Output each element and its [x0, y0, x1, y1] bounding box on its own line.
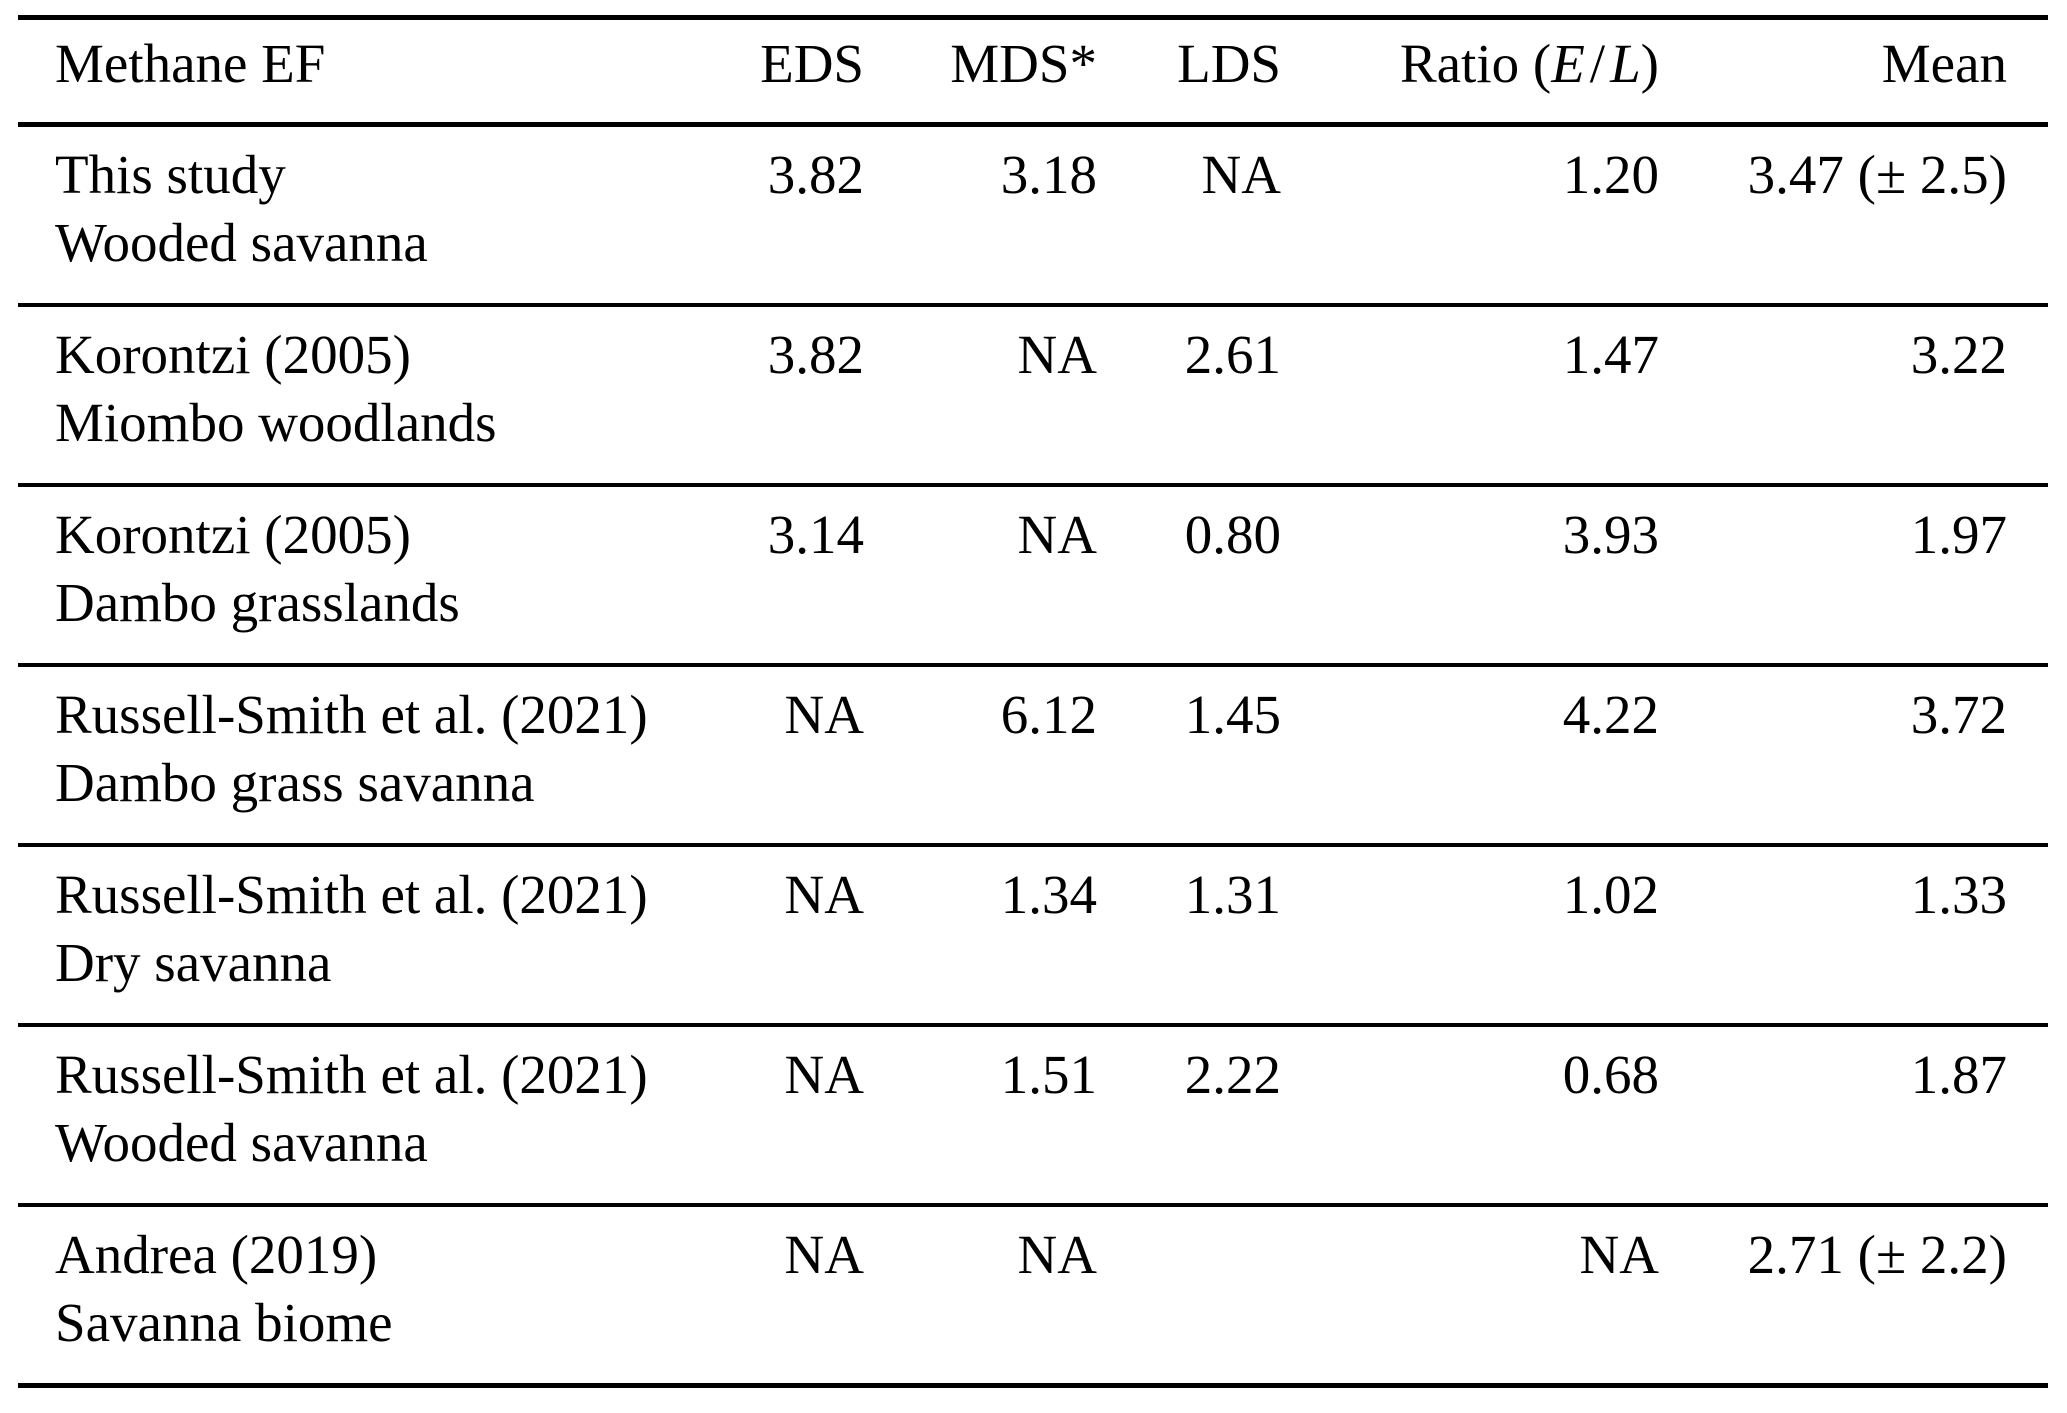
- mean-value: 1.33: [1660, 845, 2048, 1027]
- mean-value: 3.47 (± 2.5): [1660, 124, 2048, 307]
- habitat-line: Dry savanna: [55, 932, 332, 993]
- mean-value: 3.22: [1660, 305, 2048, 487]
- habitat-line: Wooded savanna: [55, 212, 428, 273]
- table-row: Russell-Smith et al. (2021) Wooded savan…: [18, 1025, 2048, 1207]
- table-row: Korontzi (2005) Miombo woodlands 3.82 NA…: [18, 305, 2048, 487]
- col-header-methane-ef: Methane EF: [18, 15, 718, 127]
- ratio-value: 0.68: [1282, 1025, 1660, 1207]
- ratio-header-slash: /: [1589, 33, 1606, 94]
- ratio-value: NA: [1282, 1205, 1660, 1388]
- eds-value: NA: [718, 845, 865, 1027]
- table-row: Andrea (2019) Savanna biome NA NA NA 2.7…: [18, 1205, 2048, 1388]
- mds-value: 6.12: [865, 665, 1098, 847]
- source-cell: Korontzi (2005) Dambo grasslands: [18, 485, 718, 667]
- mds-value: NA: [865, 305, 1098, 487]
- habitat-line: Miombo woodlands: [55, 392, 497, 453]
- ratio-value: 4.22: [1282, 665, 1660, 847]
- eds-value: 3.82: [718, 305, 865, 487]
- source-cell: Russell-Smith et al. (2021) Dry savanna: [18, 845, 718, 1027]
- mean-value: 1.87: [1660, 1025, 2048, 1207]
- eds-value: NA: [718, 1205, 865, 1388]
- source-cell: This study Wooded savanna: [18, 124, 718, 307]
- source-line: Russell-Smith et al. (2021): [55, 864, 648, 925]
- source-line: Korontzi (2005): [55, 504, 411, 565]
- lds-value: 2.61: [1098, 305, 1282, 487]
- lds-value: 2.22: [1098, 1025, 1282, 1207]
- mean-value: 3.72: [1660, 665, 2048, 847]
- source-line: This study: [55, 144, 286, 205]
- eds-value: 3.82: [718, 124, 865, 307]
- mds-value: 1.51: [865, 1025, 1098, 1207]
- col-header-mds: MDS*: [865, 15, 1098, 127]
- col-header-ratio: Ratio (E/L): [1282, 15, 1660, 127]
- lds-value: 1.45: [1098, 665, 1282, 847]
- habitat-line: Dambo grass savanna: [55, 752, 535, 813]
- col-header-eds: EDS: [718, 15, 865, 127]
- eds-value: NA: [718, 665, 865, 847]
- ratio-value: 1.02: [1282, 845, 1660, 1027]
- lds-value: NA: [1098, 124, 1282, 307]
- col-header-mean: Mean: [1660, 15, 2048, 127]
- eds-value: 3.14: [718, 485, 865, 667]
- source-line: Russell-Smith et al. (2021): [55, 684, 648, 745]
- habitat-line: Savanna biome: [55, 1292, 393, 1353]
- source-cell: Korontzi (2005) Miombo woodlands: [18, 305, 718, 487]
- table-row: Russell-Smith et al. (2021) Dry savanna …: [18, 845, 2048, 1027]
- habitat-line: Wooded savanna: [55, 1112, 428, 1173]
- methane-ef-table: Methane EF EDS MDS* LDS Ratio (E/L) Mean…: [18, 15, 2048, 1388]
- ratio-value: 1.47: [1282, 305, 1660, 487]
- source-line: Andrea (2019): [55, 1224, 378, 1285]
- ratio-header-suffix: ): [1640, 33, 1659, 94]
- col-header-lds: LDS: [1098, 15, 1282, 127]
- ratio-header-prefix: Ratio (: [1399, 33, 1552, 94]
- ratio-value: 3.93: [1282, 485, 1660, 667]
- mds-value: NA: [865, 1205, 1098, 1388]
- ratio-value: 1.20: [1282, 124, 1660, 307]
- source-cell: Russell-Smith et al. (2021) Wooded savan…: [18, 1025, 718, 1207]
- table-row: Korontzi (2005) Dambo grasslands 3.14 NA…: [18, 485, 2048, 667]
- ratio-header-l: L: [1610, 33, 1641, 94]
- mean-value: 1.97: [1660, 485, 2048, 667]
- lds-value: 1.31: [1098, 845, 1282, 1027]
- mean-value: 2.71 (± 2.2): [1660, 1205, 2048, 1388]
- table-row: Russell-Smith et al. (2021) Dambo grass …: [18, 665, 2048, 847]
- source-cell: Russell-Smith et al. (2021) Dambo grass …: [18, 665, 718, 847]
- habitat-line: Dambo grasslands: [55, 572, 460, 633]
- table-header-row: Methane EF EDS MDS* LDS Ratio (E/L) Mean: [18, 15, 2048, 127]
- source-line: Russell-Smith et al. (2021): [55, 1044, 648, 1105]
- eds-value: NA: [718, 1025, 865, 1207]
- mds-value: NA: [865, 485, 1098, 667]
- mds-value: 1.34: [865, 845, 1098, 1027]
- lds-value: [1098, 1205, 1282, 1388]
- source-cell: Andrea (2019) Savanna biome: [18, 1205, 718, 1388]
- source-line: Korontzi (2005): [55, 324, 411, 385]
- ratio-header-e: E: [1551, 33, 1585, 94]
- mds-value: 3.18: [865, 124, 1098, 307]
- lds-value: 0.80: [1098, 485, 1282, 667]
- table-row: This study Wooded savanna 3.82 3.18 NA 1…: [18, 124, 2048, 307]
